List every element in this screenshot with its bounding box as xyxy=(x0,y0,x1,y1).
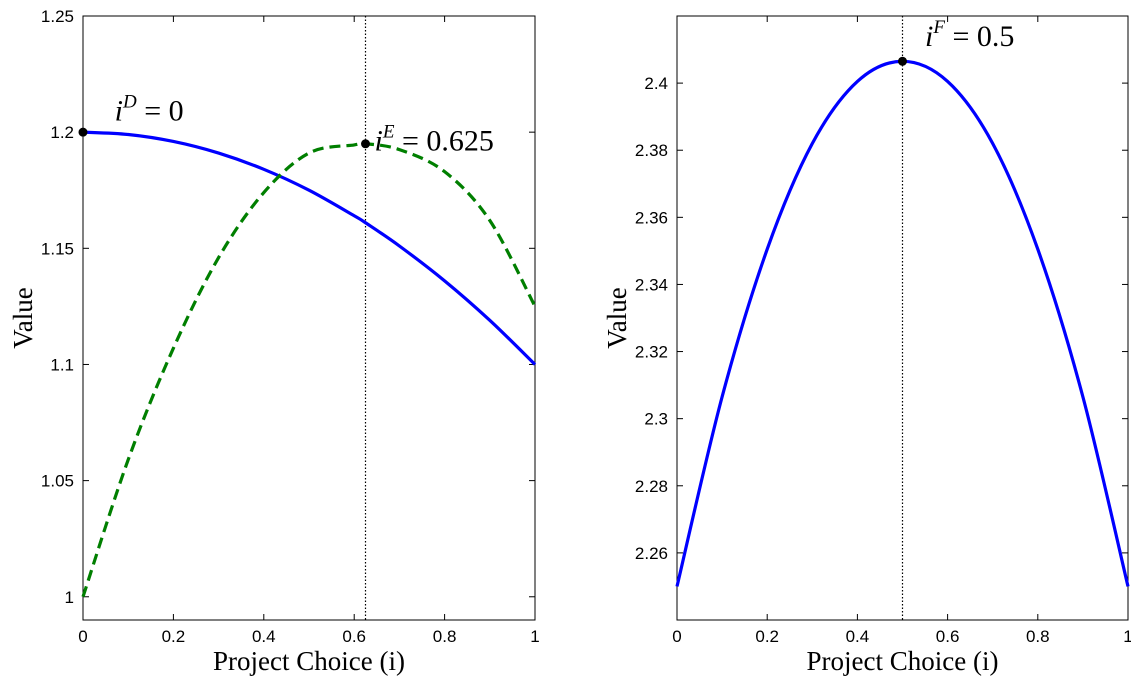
right-x-tick-label: 1 xyxy=(1123,627,1131,646)
right-y-tick-label: 2.32 xyxy=(635,343,668,362)
right-x-axis-title: Project Choice (i) xyxy=(807,646,999,676)
left-y-axis-title: Value xyxy=(8,287,38,348)
left-x-tick-label: 0.6 xyxy=(342,627,366,646)
left-y-tick-label: 1.15 xyxy=(41,239,74,258)
right-chart-panel: 0 0.2 0.4 0.6 0.8 1 2.26 2.28 2.3 2.32 2.34 2.36 2.3… xyxy=(602,15,1131,676)
right-x-tick-label: 0.2 xyxy=(755,627,779,646)
left-x-axis-title: Project Choice (i) xyxy=(213,646,405,676)
left-y-tick-label: 1 xyxy=(65,588,74,607)
right-x-tick-label: 0.8 xyxy=(1026,627,1050,646)
right-series-line-solid xyxy=(675,59,1130,587)
left-x-tick-label: 1 xyxy=(530,627,539,646)
left-y-tick-label: 1.1 xyxy=(50,355,74,374)
left-series-line-solid xyxy=(82,130,537,366)
left-chart-panel: 0 0.2 0.4 0.6 0.8 1 1 1.05 1.1 1.15 1.2 1.25 iD = 0 i… xyxy=(8,7,540,676)
left-y-tick-label: 1.05 xyxy=(41,472,74,491)
left-y-tick-label: 1.2 xyxy=(50,123,74,142)
right-optimum-marker xyxy=(898,56,907,66)
right-x-tick-label: 0.4 xyxy=(846,627,870,646)
right-y-tick-label: 2.28 xyxy=(635,477,668,496)
left-plot-frame xyxy=(82,15,536,621)
right-y-tick-label: 2.26 xyxy=(635,544,668,563)
left-optimum-marker xyxy=(78,127,88,137)
left-x-tick-label: 0.2 xyxy=(162,627,186,646)
right-y-tick-label: 2.38 xyxy=(635,141,668,160)
left-x-tick-label: 0.4 xyxy=(252,627,276,646)
right-x-tick-label: 0 xyxy=(672,627,681,646)
left-optimum-annotation: iE = 0.625 xyxy=(375,122,494,158)
right-y-tick-label: 2.4 xyxy=(644,74,668,93)
right-y-tick-label: 2.36 xyxy=(635,208,668,227)
right-y-tick-label: 2.3 xyxy=(644,410,668,429)
right-optimum-annotation: iF = 0.5 xyxy=(925,17,1014,53)
right-x-tick-label: 0.6 xyxy=(936,627,960,646)
left-optimum-annotation: iD = 0 xyxy=(115,92,184,128)
left-series-line-dashed xyxy=(81,141,537,598)
left-y-tick-label: 1.25 xyxy=(41,7,74,26)
left-x-tick-label: 0 xyxy=(78,627,87,646)
right-y-tick-label: 2.34 xyxy=(635,275,668,294)
right-y-axis-title: Value xyxy=(602,287,632,348)
left-optimum-marker xyxy=(361,139,370,149)
left-x-tick-label: 0.8 xyxy=(433,627,457,646)
